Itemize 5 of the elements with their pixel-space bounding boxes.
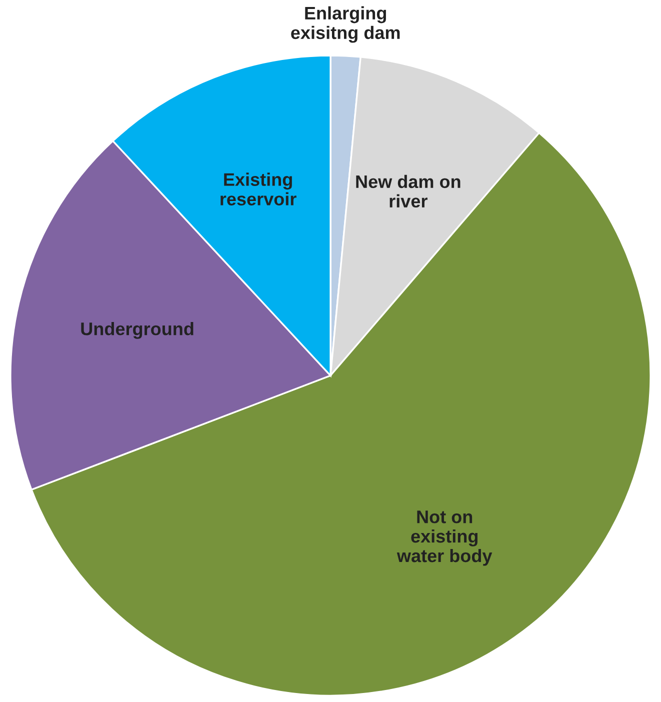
slice-label: Existing reservoir (220, 172, 296, 206)
slice-label: New dam on river (356, 174, 460, 208)
slice-label: Underground (81, 322, 194, 339)
slice-label: Enlarging exisitng dam (291, 6, 400, 43)
slice-label: Not on existing water body (396, 510, 492, 566)
